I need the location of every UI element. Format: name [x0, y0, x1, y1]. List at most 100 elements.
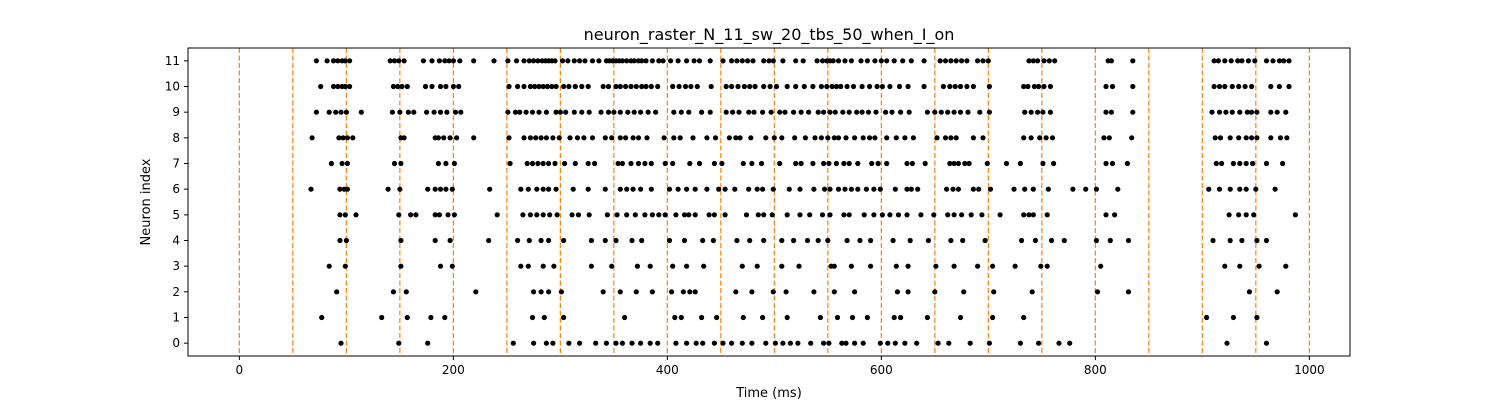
spike-n6-t734 [1022, 186, 1028, 192]
spike-n8-t912 [1212, 135, 1218, 141]
spike-n10-t674 [957, 83, 964, 90]
spike-n10-t596 [874, 83, 880, 90]
x-tick-label-200: 200 [442, 363, 465, 377]
spike-n0-t663 [946, 340, 952, 346]
spike-n8-t424 [690, 135, 696, 141]
spike-n0-t375 [638, 340, 644, 346]
spike-n0-t683 [967, 340, 973, 346]
spike-n7-t295 [552, 160, 558, 167]
spike-n4-t676 [960, 237, 966, 244]
spike-n4-t477 [747, 237, 753, 244]
spike-n7-t193 [443, 160, 449, 167]
spike-n3-t470 [739, 263, 745, 269]
spike-n8-t330 [589, 135, 596, 141]
spike-n6-t193 [443, 186, 449, 192]
spike-n0-t776 [1067, 340, 1073, 346]
spike-n11-t581 [858, 58, 864, 64]
spike-n0-t343 [603, 340, 610, 346]
spike-n9-t481 [751, 109, 757, 115]
spike-n6-t176 [425, 186, 431, 192]
spike-n10-t345 [605, 83, 612, 90]
spike-n8-t97 [340, 135, 346, 141]
spike-n4-t197 [447, 237, 453, 244]
spike-n8-t316 [574, 135, 581, 141]
spike-n10-t658 [940, 83, 947, 90]
spike-n7-t253 [507, 160, 513, 167]
spike-n6-t667 [950, 186, 956, 192]
spike-n7-t430 [696, 160, 703, 167]
spike-n5-t570 [846, 212, 852, 218]
spike-n8-t381 [644, 135, 650, 141]
spike-n1-t904 [1204, 314, 1210, 321]
spike-n11-t640 [921, 58, 927, 64]
spike-n10-t76 [318, 83, 324, 90]
spike-n4-t367 [629, 237, 635, 244]
spike-n11-t480 [750, 58, 756, 64]
spike-n5-t742 [1030, 212, 1036, 218]
spike-n10-t680 [964, 83, 970, 90]
spike-n6-t199 [449, 186, 455, 192]
spike-n2-t650 [932, 289, 938, 295]
spike-n11-t259 [513, 58, 520, 64]
spike-n0-t391 [655, 340, 661, 346]
spike-n5-t684 [968, 212, 974, 218]
spike-n2-t464 [733, 289, 739, 295]
spike-n11-t746 [1035, 58, 1041, 64]
spike-n8-t468 [737, 135, 743, 141]
spike-n5-t649 [931, 212, 937, 218]
spike-n7-t624 [904, 160, 910, 167]
spike-n10-t640 [921, 83, 927, 90]
spike-n7-t201 [451, 160, 457, 167]
spike-n8-t464 [733, 135, 739, 141]
y-tick-label-1: 1 [172, 311, 180, 325]
spike-n8-t197 [447, 135, 453, 141]
spike-n1-t432 [699, 314, 705, 321]
spike-n8-t934 [1236, 135, 1242, 141]
spike-n8-t941 [1243, 135, 1249, 141]
spike-n5-t608 [887, 212, 893, 218]
spike-n10-t601 [879, 83, 886, 90]
spike-n0-t534 [808, 340, 814, 346]
spike-n11-t555 [830, 58, 836, 64]
spike-n9-t564 [840, 109, 846, 115]
spike-n2-t415 [680, 289, 687, 295]
spike-n6-t362 [624, 186, 630, 192]
spike-n7-t366 [628, 160, 634, 167]
spike-n7-t525 [798, 160, 804, 167]
spike-n3-t921 [1222, 263, 1228, 269]
spike-n0-t384 [647, 340, 653, 346]
spike-n0-t256 [510, 340, 516, 346]
spike-n6-t270 [525, 186, 531, 192]
spike-n7-t546 [821, 160, 827, 167]
spike-n6-t476 [746, 186, 752, 192]
spike-n7-t373 [635, 160, 642, 167]
spike-n8-t748 [1037, 135, 1043, 141]
spike-n4-t627 [907, 237, 913, 244]
spike-n10-t260 [515, 83, 521, 90]
spike-n5-t408 [673, 212, 679, 218]
spike-n4-t376 [639, 237, 645, 244]
spike-n7-t101 [344, 160, 350, 167]
spike-n10-t625 [905, 83, 911, 90]
spike-n9-t72 [313, 109, 319, 115]
spike-n6-t284 [540, 186, 546, 192]
spike-n1-t951 [1254, 314, 1260, 321]
spike-n10-t460 [729, 83, 735, 90]
spike-n6-t418 [684, 186, 690, 192]
spike-n7-t488 [758, 160, 765, 167]
spike-n8-t154 [401, 135, 407, 141]
spike-n3-t372 [634, 263, 641, 269]
spike-n6-t572 [848, 186, 855, 192]
spike-n3-t507 [779, 263, 785, 269]
spike-n0-t766 [1056, 340, 1062, 346]
spike-n10-t193 [443, 83, 449, 90]
spike-n6-t289 [546, 186, 552, 192]
y-tick-label-5: 5 [172, 208, 180, 222]
spike-n0-t287 [543, 340, 550, 346]
spike-n8-t203 [454, 135, 460, 141]
spike-n5-t94 [337, 212, 343, 218]
spike-n9-t510 [782, 109, 788, 115]
spike-n8-t550 [825, 135, 831, 141]
spike-n4-t443 [710, 237, 717, 244]
